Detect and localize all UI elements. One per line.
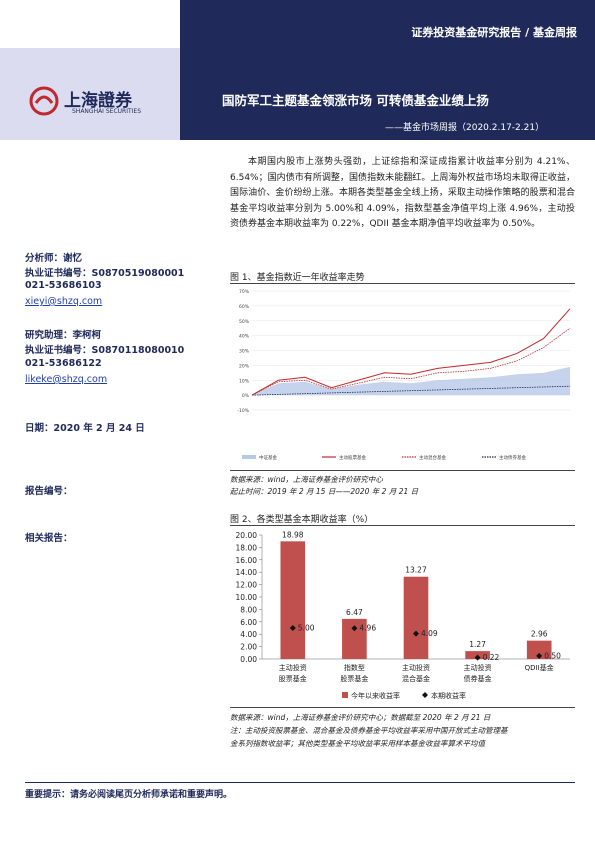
y-tick-label: 0.00 bbox=[240, 655, 257, 664]
data-label: 18.98 bbox=[282, 530, 304, 539]
series-label: 证券投资基金研究报告 / 基金周报 bbox=[180, 18, 595, 48]
phone: 021-53686122 bbox=[25, 358, 102, 369]
legend-label: 主动混合基金 bbox=[419, 454, 446, 461]
note: 注：主动投资股票基金、混合基金及债券基金平均收益率采用中国开放式主动管理基 bbox=[230, 726, 508, 735]
title-band bbox=[180, 48, 595, 140]
y-tick-label: 50% bbox=[239, 319, 250, 325]
logo-cn: 上海證券 bbox=[64, 91, 132, 111]
logo-icon bbox=[29, 86, 59, 116]
y-tick-label: 20% bbox=[239, 363, 250, 369]
cert: 执业证书编号：S0870519080001 bbox=[25, 268, 185, 279]
logo-band bbox=[0, 48, 180, 140]
y-tick-label: 2.00 bbox=[240, 643, 257, 652]
footer-rule bbox=[25, 782, 575, 783]
cert: 执业证书编号：S0870118080010 bbox=[25, 345, 185, 356]
legend-swatch bbox=[342, 692, 348, 698]
caption: 图 2、各类型基金本期收益率（%） bbox=[230, 515, 374, 525]
y-tick-label: 16.00 bbox=[236, 556, 258, 565]
source: 数据来源：wind，上海证券基金评价研究中心；数据截至 2020 年 2 月 2… bbox=[230, 713, 491, 722]
caption: 图 1、基金指数近一年收益率走势 bbox=[230, 273, 365, 283]
data-label: 4.96 bbox=[359, 624, 376, 633]
data-label: 0.50 bbox=[544, 651, 561, 660]
related: 相关报告： bbox=[25, 533, 73, 544]
diamond bbox=[536, 652, 543, 659]
data-label: 0.22 bbox=[483, 653, 500, 662]
line bbox=[251, 308, 571, 396]
report-no: 报告编号： bbox=[25, 486, 73, 497]
rule bbox=[230, 707, 575, 708]
bar bbox=[403, 576, 429, 659]
diamond bbox=[351, 625, 358, 632]
x-tick-label: 主动投资 混合基金 bbox=[402, 664, 430, 683]
data-label: 4.09 bbox=[421, 629, 438, 638]
chart-2: 0.00 2.00 4.00 6.00 8.00 10.00 12.00 14.00 16.00… bbox=[236, 530, 570, 700]
rule bbox=[230, 283, 575, 284]
y-tick-label: -10% bbox=[237, 408, 249, 414]
legend-label: 本期收益率 bbox=[431, 691, 466, 700]
line bbox=[251, 327, 571, 396]
logo-en: SHANGHAI SECURITIES bbox=[72, 108, 142, 115]
legend-label: 今年以来收益率 bbox=[351, 691, 400, 700]
title: 国防军工主题基金领涨市场 可转债基金业绩上扬 bbox=[222, 93, 489, 108]
data-label: 13.27 bbox=[405, 566, 427, 575]
assistant: 研究助理：李柯柯 bbox=[25, 330, 102, 341]
y-tick-label: 6.00 bbox=[240, 618, 257, 627]
y-tick-label: 30% bbox=[239, 349, 250, 355]
legend-label: 主动股票基金 bbox=[339, 454, 366, 461]
x-tick-label: 主动投资 股票基金 bbox=[278, 664, 307, 683]
rule bbox=[230, 525, 575, 526]
phone: 021-53686103 bbox=[25, 280, 102, 291]
summary: 本期国内股市上涨势头强劲，上证综指和深证成指累计收益率分别为 4.21%、6.5… bbox=[230, 157, 575, 229]
y-tick-label: 14.00 bbox=[236, 568, 258, 577]
y-tick-label: 12.00 bbox=[236, 581, 258, 590]
bar bbox=[526, 640, 552, 659]
data-label: 1.27 bbox=[469, 640, 486, 649]
area bbox=[252, 366, 570, 396]
x-tick-label: 指数型 股票基金 bbox=[340, 664, 369, 683]
subtitle: ——基金市场周报（2020.2.17-2.21） bbox=[385, 123, 545, 133]
line bbox=[251, 385, 571, 396]
footer: 重要提示：请务必阅读尾页分析师承诺和重要声明。 bbox=[25, 790, 233, 800]
diamond bbox=[413, 630, 419, 637]
diamond bbox=[289, 625, 296, 631]
y-tick-label: 60% bbox=[239, 304, 250, 310]
y-tick-label: 4.00 bbox=[240, 630, 257, 639]
top-strip bbox=[180, 0, 595, 18]
x-tick-label: QDII基金 bbox=[524, 664, 554, 672]
period: 起止时间：2019 年 2 月 15 日——2020 年 2 月 21 日 bbox=[230, 487, 419, 496]
y-tick-label: 40% bbox=[239, 334, 250, 340]
bar bbox=[280, 541, 306, 659]
data-label: 2.96 bbox=[531, 630, 548, 639]
chart-2-wrap: 0.00 2.00 4.00 6.00 8.00 10.00 12.00 14.00 16.00… bbox=[230, 527, 575, 705]
note: 金系列指数收益率；其他类型基金平均收益率采用样本基金收益率算术平均值 bbox=[230, 739, 485, 748]
legend-swatch bbox=[422, 692, 428, 698]
diamond bbox=[474, 654, 481, 661]
data-label: 5.00 bbox=[298, 624, 315, 633]
y-tick-label: 10.00 bbox=[236, 593, 258, 602]
rule bbox=[230, 470, 575, 471]
y-tick-label: 8.00 bbox=[240, 605, 257, 614]
y-tick-label: 18.00 bbox=[236, 543, 258, 552]
y-tick-label: 20.00 bbox=[236, 531, 258, 540]
legend-label: 中证基金 bbox=[259, 454, 277, 461]
date: 日期：2020 年 2 月 24 日 bbox=[25, 423, 145, 434]
source: 数据来源：wind，上海证券基金评价研究中心 bbox=[230, 475, 383, 484]
legend-label: 主动债券基金 bbox=[499, 454, 526, 461]
data-label: 6.47 bbox=[346, 608, 363, 617]
email[interactable]: xieyi@shzq.com bbox=[25, 296, 103, 307]
analyst: 分析师：谢忆 bbox=[25, 253, 83, 264]
x-tick-label: 主动投资 债券基金 bbox=[463, 664, 492, 683]
chart-1: -10% 0% 10% 20% 30% 40% 50% 60% 70% 中证基金 主动股票基金 主动混… bbox=[237, 289, 571, 461]
email[interactable]: likeke@shzq.com bbox=[25, 374, 108, 385]
y-tick-label: 0% bbox=[242, 393, 250, 399]
y-tick-label: 10% bbox=[239, 378, 250, 384]
y-tick-label: 70% bbox=[239, 289, 250, 295]
